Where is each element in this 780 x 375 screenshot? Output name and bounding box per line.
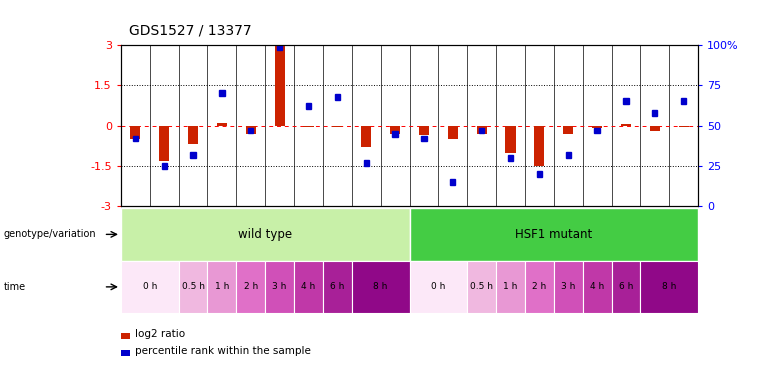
Bar: [275, 45, 285, 126]
Text: 6 h: 6 h: [619, 282, 633, 291]
Bar: [410, 208, 698, 261]
Bar: [450, 179, 456, 185]
Bar: [448, 126, 458, 139]
Text: 8 h: 8 h: [374, 282, 388, 291]
Bar: [681, 99, 686, 104]
Text: log2 ratio: log2 ratio: [135, 329, 185, 339]
Bar: [563, 126, 573, 134]
Bar: [592, 126, 602, 128]
Bar: [190, 152, 196, 157]
Bar: [121, 261, 179, 313]
Text: 2 h: 2 h: [532, 282, 547, 291]
Bar: [594, 128, 600, 134]
Bar: [477, 126, 487, 134]
Bar: [652, 110, 658, 116]
Text: 1 h: 1 h: [215, 282, 229, 291]
Bar: [294, 261, 323, 313]
Text: 2 h: 2 h: [243, 282, 258, 291]
Bar: [554, 261, 583, 313]
Text: 4 h: 4 h: [590, 282, 604, 291]
Text: 1 h: 1 h: [503, 282, 518, 291]
Bar: [248, 128, 254, 134]
Bar: [188, 126, 198, 144]
Text: 6 h: 6 h: [330, 282, 345, 291]
Bar: [566, 152, 571, 157]
Bar: [612, 261, 640, 313]
Bar: [479, 128, 484, 134]
Bar: [392, 131, 398, 136]
Text: genotype/variation: genotype/variation: [4, 230, 97, 239]
Bar: [679, 126, 689, 127]
Bar: [352, 261, 410, 313]
Bar: [650, 126, 660, 131]
Bar: [303, 126, 314, 127]
Bar: [421, 136, 427, 141]
Bar: [640, 261, 698, 313]
Bar: [277, 44, 282, 50]
Bar: [219, 90, 225, 96]
Bar: [236, 261, 265, 313]
Bar: [207, 261, 236, 313]
Text: 0 h: 0 h: [431, 282, 445, 291]
Bar: [361, 126, 371, 147]
Bar: [621, 124, 631, 126]
Bar: [159, 126, 169, 160]
Bar: [332, 126, 342, 127]
Bar: [335, 94, 340, 99]
Text: GDS1527 / 13377: GDS1527 / 13377: [129, 24, 251, 38]
Text: time: time: [4, 282, 26, 292]
Text: 0 h: 0 h: [143, 282, 157, 291]
Bar: [130, 126, 140, 139]
Bar: [505, 126, 516, 153]
Bar: [410, 261, 467, 313]
Bar: [363, 160, 369, 166]
Bar: [537, 171, 542, 177]
Bar: [496, 261, 525, 313]
Text: 0.5 h: 0.5 h: [182, 282, 204, 291]
Bar: [121, 208, 410, 261]
Bar: [390, 126, 400, 134]
Text: 3 h: 3 h: [272, 282, 287, 291]
Text: HSF1 mutant: HSF1 mutant: [515, 228, 593, 241]
Bar: [623, 99, 629, 104]
Bar: [306, 104, 311, 109]
Bar: [583, 261, 612, 313]
Bar: [534, 126, 544, 166]
Bar: [161, 163, 167, 169]
Bar: [179, 261, 207, 313]
Text: 4 h: 4 h: [301, 282, 316, 291]
Bar: [508, 155, 513, 161]
Bar: [265, 261, 294, 313]
Bar: [217, 123, 227, 126]
Bar: [419, 126, 429, 135]
Text: wild type: wild type: [238, 228, 292, 241]
Bar: [525, 261, 554, 313]
Bar: [467, 261, 496, 313]
Text: 3 h: 3 h: [561, 282, 576, 291]
Text: percentile rank within the sample: percentile rank within the sample: [135, 346, 310, 356]
Bar: [133, 136, 138, 141]
Bar: [323, 261, 352, 313]
Text: 0.5 h: 0.5 h: [470, 282, 493, 291]
Bar: [246, 126, 256, 134]
Text: 8 h: 8 h: [662, 282, 676, 291]
